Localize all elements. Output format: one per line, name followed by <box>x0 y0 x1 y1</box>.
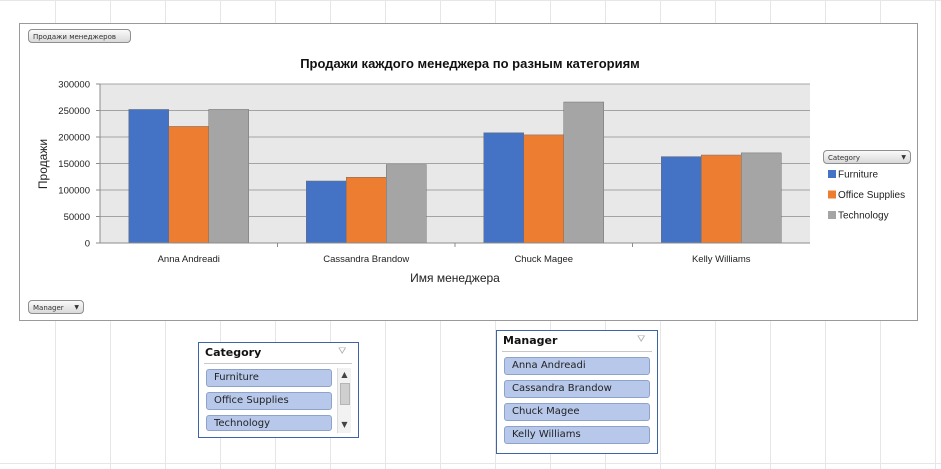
bars <box>128 101 782 244</box>
bar-furniture <box>661 156 702 244</box>
bar-furniture <box>128 109 169 244</box>
slicer-item-cassandra-brandow[interactable]: Cassandra Brandow <box>504 380 650 398</box>
chevron-down-icon[interactable]: ▼ <box>341 420 348 429</box>
slicer-item-furniture[interactable]: Furniture <box>206 369 332 387</box>
clear-filter-icon[interactable]: ⛛ <box>637 334 646 345</box>
slicer-item-chuck-magee[interactable]: Chuck Magee <box>504 403 650 421</box>
bar-office-supplies <box>346 177 387 244</box>
y-tick-label: 100000 <box>58 186 90 197</box>
bar-technology <box>208 109 249 244</box>
bar-office-supplies <box>523 134 564 244</box>
y-tick-label: 150000 <box>58 159 90 170</box>
bar-furniture <box>306 180 347 244</box>
slicer-item-anna-andreadi[interactable]: Anna Andreadi <box>504 357 650 375</box>
legend-filter-button[interactable]: Category ▼ <box>823 150 911 164</box>
chart-field-button[interactable]: Продажи менеджеров <box>28 29 131 43</box>
slicer-scrollbar[interactable]: ▲ ▼ <box>337 368 351 433</box>
slicer-header: Manager <box>503 334 558 347</box>
chevron-down-icon: ▼ <box>74 304 79 311</box>
bar-office-supplies <box>701 154 742 244</box>
x-tick-label: Cassandra Brandow <box>323 254 409 265</box>
y-axis-label: Продажи <box>36 139 50 189</box>
y-axis-ticks: 0 50000 100000 150000 200000 250000 300000 <box>58 80 101 250</box>
divider <box>502 351 652 352</box>
legend-swatch <box>828 170 836 178</box>
x-tick-label: Kelly Williams <box>692 254 751 265</box>
legend-swatch <box>828 190 836 199</box>
chevron-up-icon[interactable]: ▲ <box>341 370 348 379</box>
divider <box>204 363 352 364</box>
legend-filter-label: Category <box>828 154 860 162</box>
scroll-thumb[interactable] <box>340 383 350 405</box>
bar-technology <box>741 152 782 244</box>
chart-title: Продажи каждого менеджера по разным кате… <box>300 56 640 71</box>
slicer-item-technology[interactable]: Technology <box>206 415 332 431</box>
x-axis-label: Имя менеджера <box>410 271 500 285</box>
legend-label: Office Supplies <box>838 190 905 201</box>
y-tick-label: 50000 <box>64 212 90 223</box>
x-tick-label: Anna Andreadi <box>158 254 220 265</box>
slicer-header: Category <box>205 346 262 359</box>
chevron-down-icon: ▼ <box>901 154 906 161</box>
chart-canvas: Продажи каждого менеджера по разным кате… <box>36 56 905 285</box>
y-tick-label: 200000 <box>58 133 90 144</box>
bar-office-supplies <box>168 126 209 244</box>
slicer-item-kelly-williams[interactable]: Kelly Williams <box>504 426 650 444</box>
y-tick-label: 0 <box>85 239 90 250</box>
bar-technology <box>386 164 427 244</box>
pivot-chart[interactable]: Продажи менеджеров Продажи каждого менед… <box>19 23 918 321</box>
legend-label: Furniture <box>838 170 878 181</box>
axis-filter-button[interactable]: Manager ▼ <box>28 300 84 314</box>
legend-label: Technology <box>838 211 889 222</box>
x-tick-label: Chuck Magee <box>514 254 573 265</box>
legend: Furniture Office Supplies Technology <box>828 170 905 222</box>
category-slicer[interactable]: Category ⛛ Furniture Office Supplies Tec… <box>198 342 359 438</box>
manager-slicer[interactable]: Manager ⛛ Anna Andreadi Cassandra Brando… <box>496 330 658 454</box>
clear-filter-icon[interactable]: ⛛ <box>338 346 347 357</box>
x-axis-ticks: Anna Andreadi Cassandra Brandow Chuck Mage… <box>158 243 751 265</box>
slicer-item-office-supplies[interactable]: Office Supplies <box>206 392 332 410</box>
legend-swatch <box>828 211 836 219</box>
axis-filter-label: Manager <box>33 304 64 312</box>
y-tick-label: 300000 <box>58 80 90 91</box>
y-tick-label: 250000 <box>58 106 90 117</box>
bar-technology <box>563 101 604 244</box>
bar-furniture <box>483 132 524 244</box>
